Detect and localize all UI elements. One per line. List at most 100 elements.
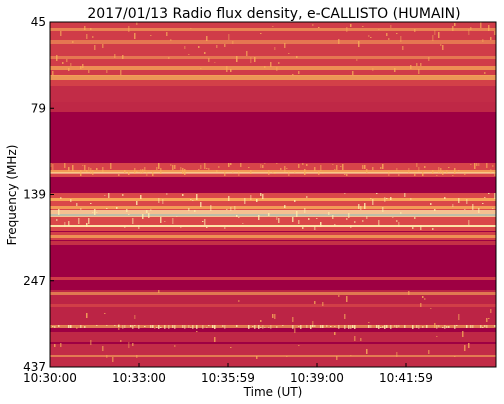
speckle [122, 55, 124, 59]
speckle [90, 168, 92, 174]
speckle [246, 51, 248, 56]
speckle [80, 66, 82, 69]
speckle [334, 332, 336, 335]
speckle [90, 203, 92, 204]
speckle [214, 337, 216, 342]
speckle [158, 325, 160, 329]
speckle [372, 199, 374, 205]
speckle [70, 63, 72, 66]
speckle [360, 206, 362, 210]
emission-band [50, 304, 496, 307]
speckle [270, 62, 272, 67]
speckle [488, 318, 490, 319]
speckle [158, 163, 160, 169]
speckle [54, 344, 56, 347]
speckle [486, 325, 488, 328]
speckle [314, 301, 316, 304]
speckle [60, 197, 62, 199]
speckle [438, 32, 440, 38]
speckle [230, 207, 232, 211]
speckle [312, 325, 314, 327]
speckle [132, 325, 134, 329]
speckle [416, 325, 418, 328]
speckle [420, 303, 422, 307]
speckle [170, 164, 172, 166]
speckle [188, 208, 190, 211]
speckle [436, 325, 438, 329]
speckle [292, 325, 294, 329]
speckle [282, 325, 284, 326]
speckle [376, 193, 378, 194]
speckle [284, 205, 286, 208]
speckle [346, 174, 348, 176]
speckle [448, 167, 450, 168]
speckle [106, 355, 108, 358]
speckle [492, 208, 494, 209]
speckle [350, 24, 352, 27]
speckle [256, 356, 258, 359]
speckle [206, 168, 208, 169]
speckle [92, 170, 94, 175]
speckle [230, 163, 232, 165]
y-tick-label: 247 [23, 274, 46, 288]
speckle [342, 164, 344, 170]
speckle [248, 325, 250, 329]
speckle [470, 27, 472, 30]
speckle [50, 163, 52, 167]
speckle [224, 172, 226, 176]
speckle [382, 207, 384, 212]
speckle [176, 216, 178, 217]
speckle [354, 336, 356, 341]
speckle [232, 41, 234, 44]
speckle [420, 225, 422, 230]
speckle [314, 325, 316, 327]
speckle [264, 66, 266, 68]
speckle [250, 195, 252, 200]
speckle [278, 218, 280, 223]
speckle [418, 69, 420, 74]
speckle [142, 214, 144, 219]
speckle [414, 29, 416, 32]
speckle [390, 25, 392, 28]
speckle [494, 325, 496, 327]
speckle [274, 173, 276, 174]
speckle [458, 198, 460, 203]
speckle [184, 46, 186, 49]
speckle [302, 227, 304, 229]
speckle [272, 26, 274, 27]
speckle [108, 193, 110, 198]
speckle [326, 325, 328, 327]
speckle [84, 26, 86, 30]
speckle [198, 46, 200, 48]
emission-band [50, 56, 496, 59]
speckle [322, 325, 324, 328]
speckle [382, 326, 384, 328]
speckle [314, 167, 316, 171]
speckle [72, 41, 74, 43]
speckle [192, 325, 194, 329]
y-tick-label: 139 [23, 188, 46, 202]
emission-band [50, 355, 496, 357]
emission-band [50, 206, 496, 209]
speckle [394, 68, 396, 72]
speckle [262, 165, 264, 168]
speckle [464, 209, 466, 210]
speckle [192, 200, 194, 201]
speckle [368, 322, 370, 323]
speckle [114, 325, 116, 326]
emission-band [50, 198, 496, 201]
speckle [190, 199, 192, 200]
spectrogram-speckles [50, 22, 496, 362]
speckle [476, 163, 478, 166]
speckle [166, 32, 168, 36]
speckle [398, 222, 400, 227]
x-tick-labels: 10:30:00 10:33:00 10:35:59 10:39:00 10:41:59 [23, 363, 433, 385]
speckle [304, 169, 306, 175]
speckle [286, 168, 288, 169]
speckle [434, 323, 436, 328]
speckle [482, 327, 484, 328]
speckle [344, 314, 346, 319]
speckle [292, 74, 294, 75]
speckle [440, 168, 442, 173]
